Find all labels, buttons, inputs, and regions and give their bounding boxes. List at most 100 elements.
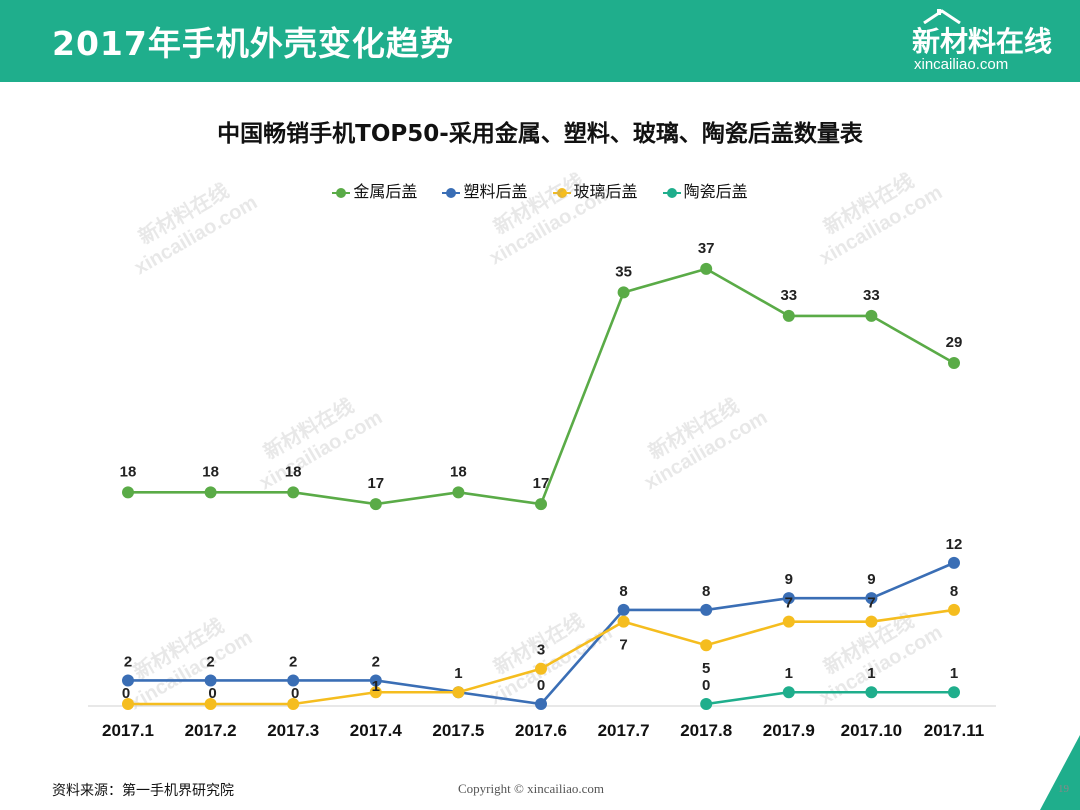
data-label: 1 (454, 665, 462, 682)
legend-item-metal: 金属后盖 (332, 178, 417, 202)
data-label: 0 (702, 677, 710, 694)
data-point (369, 686, 382, 699)
legend-swatch (332, 187, 351, 199)
data-point (700, 603, 713, 616)
data-label: 18 (202, 463, 219, 480)
legend-dot (556, 187, 567, 198)
legend-item-ceramic: 陶瓷后盖 (662, 178, 748, 202)
data-point (369, 498, 382, 511)
data-point (204, 698, 217, 710)
data-point (452, 686, 465, 699)
data-label: 1 (372, 678, 380, 695)
data-point (948, 603, 960, 616)
corner-decoration (1040, 735, 1080, 810)
data-point (782, 686, 795, 699)
data-label: 33 (863, 287, 880, 304)
data-point (865, 615, 878, 628)
data-label: 1 (785, 665, 793, 682)
data-label: 5 (702, 660, 710, 677)
series-line (128, 267, 955, 506)
data-label: 0 (208, 685, 216, 702)
legend-item-plastic: 塑料后盖 (442, 178, 527, 202)
data-point (617, 603, 630, 616)
legend-item-glass: 玻璃后盖 (552, 178, 638, 202)
copyright-note: Copyright © xincailiao.com (458, 781, 604, 796)
legend-label: 金属后盖 (353, 182, 418, 201)
logo-url: xincailiao.com (914, 56, 1009, 73)
data-label: 2 (289, 653, 297, 670)
data-point (782, 309, 795, 322)
data-label: 7 (867, 595, 875, 612)
data-point (617, 615, 630, 628)
brand-logo: 新材料在线 xincailiao.com (912, 8, 1052, 76)
data-point (948, 556, 960, 569)
data-label: 12 (946, 536, 963, 553)
legend-dot (336, 187, 347, 198)
x-tick-label: 2017.5 (432, 721, 484, 740)
legend-dot (446, 187, 457, 198)
data-label: 9 (867, 571, 875, 588)
data-label: 18 (285, 463, 302, 480)
data-label: 1 (950, 665, 958, 682)
data-point (865, 309, 878, 322)
data-label: 1 (867, 665, 875, 682)
x-tick-label: 2017.6 (515, 721, 567, 740)
legend-label: 塑料后盖 (463, 182, 528, 201)
data-label: 18 (120, 463, 137, 480)
data-point (535, 662, 547, 675)
data-label: 18 (450, 463, 467, 480)
data-label: 7 (619, 637, 627, 654)
logo-text: 新材料在线 (912, 25, 1053, 58)
data-label: 8 (950, 583, 958, 600)
data-point (452, 486, 465, 499)
data-point (782, 615, 795, 628)
page-number: 19 (1058, 783, 1069, 795)
data-point (700, 639, 713, 652)
data-point (287, 486, 300, 499)
x-tick-label: 2017.9 (763, 721, 815, 740)
data-label: 8 (619, 583, 627, 600)
data-point (700, 262, 713, 275)
series-line (706, 690, 954, 706)
data-label: 7 (785, 595, 793, 612)
data-point (369, 674, 382, 687)
data-point (287, 698, 300, 710)
legend-label: 玻璃后盖 (573, 182, 638, 201)
data-point (122, 486, 134, 499)
data-source-note: 资料来源：第一手机界研究院 (52, 783, 234, 799)
data-label: 8 (702, 583, 710, 600)
legend-swatch (552, 187, 571, 199)
data-label: 35 (615, 263, 632, 280)
x-tick-label: 2017.4 (350, 721, 403, 740)
data-label: 3 (537, 642, 545, 659)
legend-dot (666, 187, 677, 198)
x-tick-label: 2017.2 (185, 721, 237, 740)
header-bar: 2017年手机外壳变化趋势 新材料在线 xincailiao.com (0, 0, 1080, 82)
x-tick-label: 2017.8 (680, 721, 732, 740)
x-tick-label: 2017.7 (598, 721, 650, 740)
data-point (782, 592, 795, 605)
x-tick-label: 2017.1 (102, 721, 154, 740)
data-point (204, 486, 217, 499)
x-tick-labels: 2017.1 2017.2 2017.3 2017.4 2017.5 2017.6 2017… (102, 721, 984, 740)
roof-icon (923, 9, 961, 24)
data-point (535, 498, 547, 511)
data-label: 37 (698, 240, 715, 257)
data-point (122, 674, 134, 687)
data-label: 2 (124, 653, 132, 670)
data-label: 2 (372, 653, 380, 670)
legend-swatch (442, 187, 461, 199)
data-point (617, 286, 630, 299)
page-title: 2017年手机外壳变化趋势 (52, 24, 454, 63)
data-point (948, 686, 960, 699)
data-label: 33 (780, 287, 797, 304)
